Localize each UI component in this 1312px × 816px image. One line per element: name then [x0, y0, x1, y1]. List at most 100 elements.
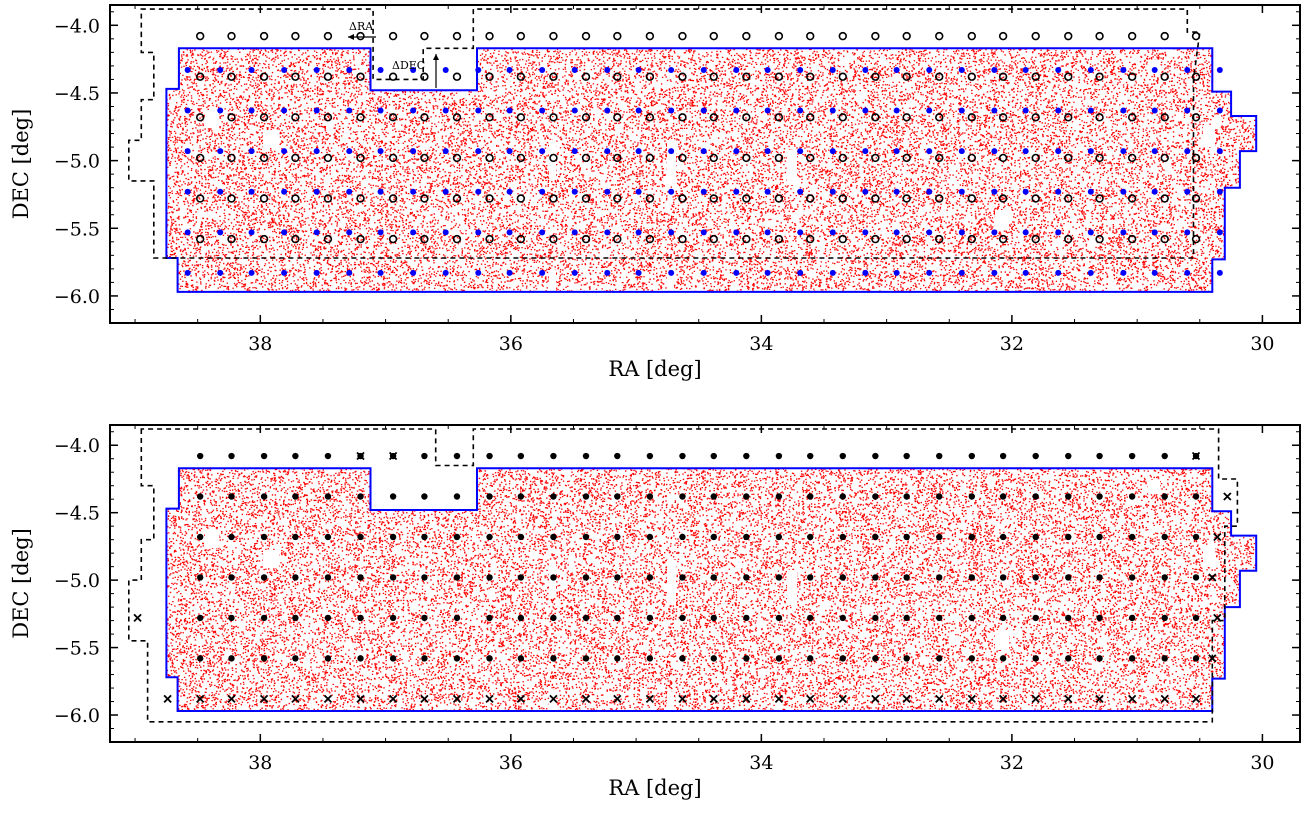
pointing-open	[998, 194, 1008, 203]
pointing-dot	[604, 107, 611, 114]
pointing-cross	[133, 613, 142, 623]
pointing-filled	[260, 655, 268, 662]
pointing-open	[485, 194, 494, 203]
pointing-filled	[389, 574, 397, 581]
pointing-filled	[903, 574, 910, 581]
pointing-dot	[1120, 107, 1127, 114]
pointing-dot	[1055, 269, 1062, 276]
pointing-open	[774, 194, 784, 203]
x-axis-label: RA [deg]	[608, 776, 701, 800]
x-tick-label: 38	[248, 333, 272, 355]
pointing-open	[774, 72, 784, 81]
pointing-filled	[357, 533, 364, 541]
offset-annotations: ΔRA ΔDEC	[348, 20, 439, 88]
pointing-filled	[453, 493, 461, 500]
pointing-dot	[926, 107, 933, 114]
pointing-filled	[389, 614, 397, 622]
pointing-open	[967, 153, 977, 163]
mask-hole	[1148, 480, 1160, 494]
y-axis-label: DEC [deg]	[9, 528, 33, 639]
pointing-open	[902, 194, 911, 203]
pointing-dot	[1022, 188, 1029, 195]
pointing-dot	[1120, 269, 1127, 276]
pointing-open	[1031, 153, 1040, 163]
pointing-open	[935, 234, 944, 244]
pointing-cross	[1191, 694, 1201, 703]
pointing-filled	[999, 614, 1007, 622]
pointing-open	[388, 113, 398, 122]
pointing-filled	[292, 574, 299, 581]
pointing-open	[485, 113, 494, 122]
pointing-open	[774, 153, 784, 163]
pointing-dot	[475, 107, 482, 114]
pointing-open	[1095, 194, 1104, 203]
pointing-dot	[184, 229, 191, 236]
pointing-filled	[324, 452, 332, 460]
pointing-dot	[1087, 229, 1094, 236]
pointing-dot	[442, 188, 449, 195]
pointing-open	[549, 234, 558, 244]
pointing-open	[549, 194, 558, 203]
pointing-filled	[1161, 493, 1168, 500]
pointing-open	[998, 31, 1008, 41]
pointing-cross	[838, 694, 847, 703]
pointing-filled	[614, 452, 621, 460]
pointing-filled	[421, 614, 428, 622]
pointing-open	[613, 72, 622, 81]
pointing-filled	[968, 574, 976, 581]
pointing-dot	[217, 148, 224, 155]
pointing-dot	[893, 269, 900, 276]
pointing-open	[259, 72, 269, 81]
pointing-filled	[1065, 533, 1072, 541]
pointing-open	[485, 234, 494, 244]
mask-hole	[549, 270, 556, 292]
galaxy-points	[166, 468, 1257, 711]
pointing-dot	[958, 107, 965, 114]
pointing-open	[871, 234, 880, 244]
pointing-filled	[936, 533, 943, 541]
pointing-filled	[421, 452, 428, 460]
pointing-cross	[1095, 694, 1104, 703]
pointing-open	[516, 194, 526, 203]
pointing-filled	[1192, 533, 1200, 541]
pointing-cross	[709, 694, 718, 703]
pointing-filled	[357, 614, 364, 622]
pointing-open	[709, 194, 718, 203]
pointing-open	[356, 113, 365, 122]
pointing-dot	[1151, 229, 1158, 236]
pointing-dot	[539, 148, 546, 155]
pointing-open	[452, 72, 462, 81]
pointing-open	[291, 234, 300, 244]
pointing-open	[356, 72, 365, 81]
pointing-open	[935, 153, 944, 163]
pointing-filled	[903, 655, 910, 662]
pointing-open	[356, 31, 365, 41]
pointing-filled	[1032, 655, 1039, 662]
pointing-filled	[357, 493, 364, 500]
survey-boundary	[128, 428, 1239, 723]
pointing-dot	[604, 229, 611, 236]
pointing-filled	[196, 655, 204, 662]
pointing-filled	[389, 533, 397, 541]
pointing-filled	[614, 533, 621, 541]
pointing-filled	[903, 452, 910, 460]
pointing-filled	[292, 533, 299, 541]
pointing-dot	[410, 148, 417, 155]
pointing-dot	[829, 229, 836, 236]
dra-label: ΔRA	[349, 20, 374, 33]
pointing-open	[967, 72, 977, 81]
pointing-filled	[839, 452, 846, 460]
pointing-filled	[550, 493, 557, 500]
pointing-filled	[1128, 533, 1136, 541]
pointing-dot	[377, 148, 384, 155]
pointing-filled	[292, 655, 299, 662]
pointing-open	[645, 72, 655, 81]
pointing-open	[195, 72, 205, 81]
pointing-dot	[281, 66, 288, 73]
pointing-dot	[248, 188, 255, 195]
pointing-filled	[775, 614, 783, 622]
galaxy-field	[166, 468, 1257, 711]
pointing-filled	[968, 452, 976, 460]
pointing-cross	[356, 451, 365, 461]
pointing-dot	[217, 107, 224, 114]
